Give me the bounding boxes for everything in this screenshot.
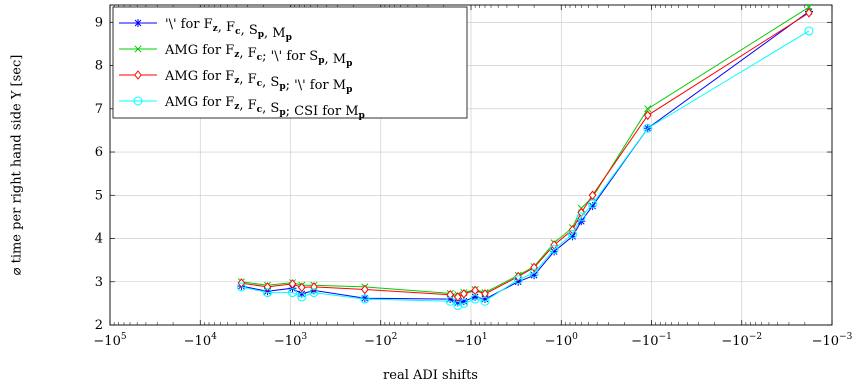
y-tick-label: 6 [95, 145, 103, 160]
data-point [288, 288, 298, 298]
y-tick-label: 5 [95, 188, 103, 203]
legend-box [112, 6, 468, 119]
data-point [297, 282, 306, 293]
y-tick-label: 2 [95, 318, 103, 333]
y-axis-label: ⌀ time per right hand side Y [sec] [9, 54, 25, 276]
data-point [446, 289, 455, 300]
data-point [360, 294, 370, 304]
data-point [804, 26, 814, 36]
data-point [481, 289, 489, 299]
legend-label: AMG for Fz, Fc; '\' for Sp, Mp [164, 43, 352, 69]
series-4 [236, 26, 814, 311]
data-point [361, 284, 369, 295]
x-tick-label: −102 [364, 332, 397, 349]
legend-item: '\' for Fz, Fc, Sp, Mp [119, 17, 292, 43]
legend-label: '\' for Fz, Fc, Sp, Mp [165, 17, 292, 43]
data-point [805, 3, 813, 11]
data-point [453, 292, 462, 302]
legend-label: AMG for Fz, Fc, Sp; '\' for Mp [164, 69, 352, 95]
data-point [568, 229, 578, 239]
y-tick-labels: 2 3 4 5 6 7 8 9 [95, 15, 832, 333]
data-point [529, 268, 539, 278]
x-tick-label: −100 [545, 332, 578, 349]
series-line [241, 30, 810, 307]
legend-item: AMG for Fz, Fc, Sp; CSI for Mp [119, 95, 365, 121]
data-point [549, 244, 559, 254]
data-point [297, 292, 307, 302]
data-point [453, 301, 463, 311]
data-point [550, 247, 559, 256]
data-point [309, 288, 319, 298]
data-point [643, 123, 653, 133]
data-point [134, 19, 142, 27]
x-tick-label: −104 [184, 332, 217, 349]
data-point [262, 288, 272, 298]
data-point [588, 199, 598, 209]
data-point [513, 275, 523, 285]
data-point [236, 282, 246, 292]
data-point [588, 190, 597, 201]
x-tick-label: −103 [274, 332, 307, 349]
y-tick-label: 3 [95, 275, 103, 290]
x-tick-label: −10−2 [721, 332, 762, 349]
y-tick-label: 4 [95, 232, 103, 247]
legend-item: AMG for Fz, Fc, Sp; '\' for Mp [119, 69, 352, 95]
x-axis-label: real ADI shifts [383, 368, 478, 383]
data-point [643, 110, 652, 121]
data-point [576, 212, 586, 222]
y-axis-label-wrap: ⌀ time per right hand side Y [sec] [4, 0, 30, 330]
plot-frame [109, 4, 833, 326]
y-tick-label: 7 [95, 102, 103, 117]
data-point [288, 279, 297, 289]
x-tick-label: −10−1 [631, 332, 672, 349]
x-tick-label: −105 [93, 332, 126, 349]
data-point [134, 45, 142, 53]
data-point [459, 298, 469, 308]
data-point [445, 296, 455, 306]
data-point [470, 294, 480, 304]
data-point [644, 105, 652, 113]
data-point [133, 96, 143, 106]
x-tick-label: −10−3 [812, 332, 853, 349]
data-point [480, 296, 490, 306]
legend-item: AMG for Fz, Fc; '\' for Sp, Mp [119, 43, 352, 69]
y-tick-label: 8 [95, 59, 103, 74]
x-tick-label: −101 [454, 332, 487, 349]
data-point [460, 289, 468, 299]
legend-label: AMG for Fz, Fc, Sp; CSI for Mp [164, 95, 365, 121]
data-point [805, 7, 813, 18]
data-point [471, 285, 479, 296]
y-tick-label: 9 [95, 15, 103, 30]
data-point [134, 70, 142, 80]
